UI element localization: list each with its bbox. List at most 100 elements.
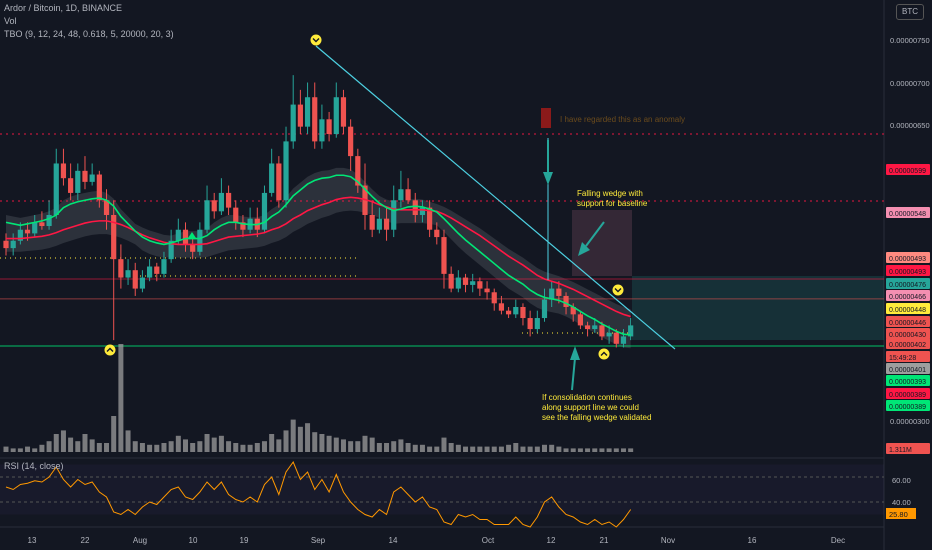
volume-bar (283, 430, 289, 452)
price-tag (886, 278, 930, 289)
volume-bar (290, 419, 296, 452)
volume-bar (96, 443, 102, 452)
volume-bar (305, 423, 311, 452)
candle-body (513, 306, 519, 315)
candle-body (233, 207, 239, 223)
volume-bar (175, 435, 181, 452)
volume-bar (470, 446, 476, 452)
candle-body (534, 318, 540, 330)
volume-bar (455, 444, 461, 452)
price-tag (886, 207, 930, 218)
candle-body (448, 273, 454, 289)
price-tag-label: 0.00000389 (889, 404, 926, 411)
candle-body (434, 229, 440, 238)
support-arrow (570, 346, 580, 360)
candle-body (147, 266, 153, 278)
price-tag (886, 316, 930, 327)
price-tag (886, 351, 930, 362)
candle-body (477, 281, 483, 289)
volume-bar (477, 446, 483, 452)
volume-bar (39, 444, 45, 452)
rsi-last-label: 25.80 (889, 510, 908, 519)
candle-body (218, 192, 224, 212)
candle-body (541, 299, 548, 319)
anomaly-icon (541, 108, 551, 128)
price-tag-label: 0.00000446 (889, 320, 926, 327)
price-tag-label: 0.00000476 (889, 282, 926, 289)
volume-bar (60, 430, 66, 452)
volume-bar (139, 443, 145, 452)
price-tag (886, 328, 930, 339)
volume-bar (484, 446, 490, 452)
price-tag-label: 0.00000493 (889, 269, 926, 276)
support-arrow-shaft (571, 357, 576, 391)
volume-bar (82, 434, 88, 452)
wedge-upper-line (315, 45, 676, 350)
candle-body (304, 97, 311, 127)
candle-body (491, 292, 497, 304)
candle-body (204, 200, 210, 230)
volume-bar (355, 441, 361, 452)
price-tag-label: 15:49:28 (889, 355, 916, 362)
volume-bar (412, 444, 418, 452)
anomaly-note: I have regarded this as an anomaly (560, 115, 685, 124)
volume-bar (254, 443, 260, 452)
time-axis[interactable]: 13 22 Aug 10 19 Sep 14 Oct 12 21 Nov 16 Dec (28, 536, 846, 545)
candle-body (606, 332, 612, 337)
price-tag (886, 265, 930, 276)
candle-body (10, 240, 16, 249)
up-arrow-shaft (585, 221, 605, 247)
wedge-note-2: support for baseline (577, 199, 648, 208)
candle-body (125, 270, 131, 278)
price-tag (886, 338, 930, 349)
time-tick-label: 16 (748, 536, 757, 545)
volume-bar (369, 437, 375, 452)
candle-body (441, 237, 447, 274)
target-zone (572, 210, 884, 340)
target-zone-pink (572, 210, 632, 276)
volume-bar (75, 441, 81, 452)
volume-bar (132, 441, 138, 452)
volume-bar (247, 444, 253, 452)
candle-body (348, 126, 354, 157)
candle-body (326, 119, 332, 135)
volume-bar (542, 444, 547, 452)
volume-bar (319, 434, 325, 452)
tbo-label: TBO (9, 12, 24, 48, 0.618, 5, 20000, 20,… (4, 29, 174, 39)
volume-bars (3, 344, 634, 452)
price-tag-label: 0.00000599 (889, 168, 926, 175)
volume-bar (441, 437, 447, 452)
candle-body (520, 306, 526, 319)
candle-body (168, 240, 174, 260)
candle-body (240, 222, 246, 230)
volume-bar (498, 446, 504, 452)
price-axis[interactable]: 0.00000750 0.00000700 0.00000650 0.00000300… (886, 36, 930, 519)
price-tag (886, 388, 930, 399)
candle-body (498, 303, 505, 311)
candle-body (405, 189, 411, 201)
currency-badge[interactable]: BTC (896, 4, 924, 20)
volume-bar (3, 446, 9, 452)
volume-bar (534, 446, 540, 452)
price-tag-label: 1.311M (889, 447, 912, 454)
volume-bar (276, 439, 282, 452)
volume-bar (606, 448, 612, 452)
volume-bar (154, 444, 160, 452)
candle-body (628, 325, 634, 337)
falling-wedge (315, 45, 676, 391)
price-tag-label: 0.00000389 (889, 392, 926, 399)
volume-bar (463, 446, 469, 452)
volume-bar (340, 439, 346, 452)
candle-body (3, 240, 9, 249)
price-tag (886, 375, 930, 386)
price-tag-label: 0.00000493 (889, 256, 926, 263)
candle-body (89, 174, 95, 182)
volume-bar (269, 434, 275, 452)
candle-body (570, 306, 576, 315)
volume-bar (577, 448, 583, 452)
volume-bar (211, 437, 217, 452)
candle-body (118, 259, 124, 278)
candle-body (32, 222, 38, 234)
up-arrow (578, 242, 590, 256)
